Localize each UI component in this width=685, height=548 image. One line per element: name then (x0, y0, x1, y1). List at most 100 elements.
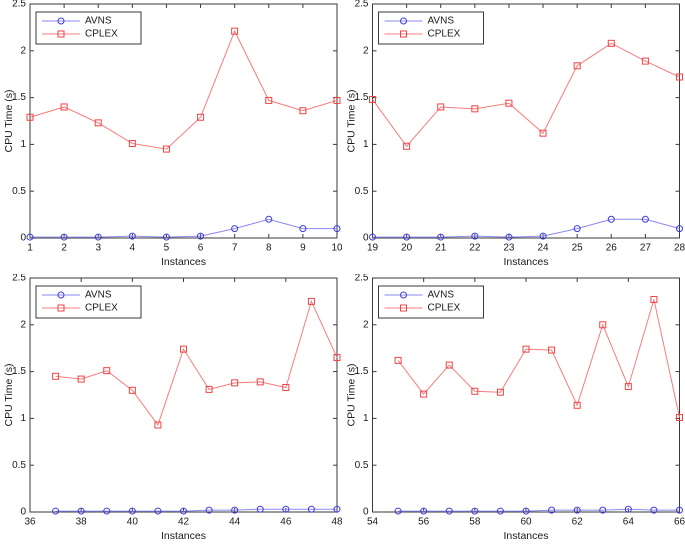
marker-square-cplex (128, 139, 136, 147)
series-line-avns (30, 218, 337, 238)
y-tick-label: 0 (20, 507, 26, 518)
marker-square-cplex (128, 386, 136, 394)
y-tick-label: 0 (363, 233, 369, 244)
marker-square-cplex (197, 113, 205, 121)
marker-square-cplex (599, 321, 607, 329)
y-tick-label: 2.5 (355, 0, 369, 10)
marker-circle-avns (256, 505, 264, 513)
legend-marker-circle (400, 291, 407, 299)
marker-circle-avns (496, 507, 504, 515)
series-line-avns (55, 508, 337, 512)
marker-circle-avns (180, 507, 187, 515)
marker-square-cplex (180, 345, 187, 353)
marker-circle-avns (197, 232, 205, 240)
marker-square-cplex (403, 142, 411, 150)
marker-square-cplex (299, 107, 307, 115)
series-line-avns (372, 218, 680, 238)
marker-circle-avns (522, 507, 530, 515)
marker-circle-avns (445, 507, 453, 515)
y-tick-label: 2.5 (12, 0, 26, 10)
marker-circle-avns (162, 233, 170, 241)
y-tick-label: 1 (363, 139, 369, 150)
marker-circle-avns (333, 505, 341, 513)
marker-circle-avns (420, 507, 428, 515)
legend-marker-square (400, 304, 407, 312)
legend-marker-circle (57, 291, 65, 299)
series-line-cplex (397, 299, 680, 418)
x-tick-label: 44 (229, 516, 241, 527)
x-axis-label: Instances (161, 256, 206, 268)
y-axis-label: CPU Time (s) (3, 90, 15, 153)
legend-label-avns: AVNS (85, 290, 112, 301)
legend-box (378, 11, 484, 45)
x-tick-label: 23 (503, 242, 515, 253)
marker-square-cplex (624, 383, 632, 391)
marker-circle-avns (650, 506, 658, 514)
marker-circle-avns (154, 507, 162, 515)
marker-square-cplex (282, 384, 290, 392)
marker-square-cplex (60, 103, 68, 111)
y-axis-label: CPU Time (s) (345, 90, 357, 153)
legend-marker-square (57, 30, 65, 38)
marker-square-cplex (539, 129, 547, 137)
legend-marker-circle (57, 17, 65, 25)
chart-svg-bottom-left: 36 38 40 42 44 46 48 0 0.5 1 1.5 2 2.5 Instances CPU T… (3, 274, 342, 542)
marker-circle-avns (265, 215, 273, 223)
marker-circle-avns (128, 232, 136, 240)
marker-circle-avns (607, 215, 615, 223)
x-tick-label: 22 (469, 242, 481, 253)
marker-square-cplex (154, 421, 162, 429)
x-tick-label: 21 (435, 242, 447, 253)
marker-square-cplex (369, 95, 376, 103)
x-tick-label: 7 (232, 242, 238, 253)
x-tick-label: 56 (418, 516, 430, 527)
marker-square-cplex (205, 385, 213, 393)
x-tick-label: 24 (537, 242, 549, 253)
marker-circle-avns (539, 232, 547, 240)
legend-box (35, 11, 142, 45)
subplot-top-right: 19 20 21 22 23 24 25 26 27 28 0 0.5 1 1.5 2 2.5 Instance… (342, 0, 685, 274)
marker-circle-avns (548, 506, 556, 514)
x-tick-label: 27 (640, 242, 652, 253)
marker-square-cplex (437, 103, 445, 111)
marker-square-cplex (394, 356, 402, 364)
marker-square-cplex (231, 27, 239, 35)
y-tick-label: 2 (20, 319, 26, 330)
marker-square-cplex (420, 390, 428, 398)
x-tick-label: 28 (674, 242, 685, 253)
marker-square-cplex (265, 96, 273, 104)
x-tick-label: 10 (331, 242, 342, 253)
legend-label-avns: AVNS (428, 290, 455, 301)
legend-label-avns: AVNS (428, 16, 455, 27)
marker-circle-avns (676, 506, 683, 514)
legend-label-cplex: CPLEX (428, 303, 461, 314)
x-tick-label: 36 (24, 516, 36, 527)
marker-square-cplex (548, 346, 556, 354)
marker-circle-avns (471, 507, 479, 515)
legend-label-cplex: CPLEX (428, 29, 461, 40)
marker-square-cplex (256, 378, 264, 386)
x-tick-label: 25 (572, 242, 584, 253)
x-tick-label: 58 (469, 516, 481, 527)
x-tick-label: 54 (367, 516, 379, 527)
marker-circle-avns (77, 507, 85, 515)
y-tick-label: 0.5 (355, 460, 369, 471)
marker-square-cplex (231, 379, 239, 387)
marker-square-cplex (333, 354, 341, 362)
y-tick-label: 1.5 (12, 366, 26, 377)
marker-circle-avns (52, 507, 60, 515)
y-tick-label: 1 (363, 413, 369, 424)
legend-label-avns: AVNS (85, 16, 112, 27)
y-tick-label: 0.5 (12, 186, 26, 197)
y-tick-label: 0.5 (355, 186, 369, 197)
marker-circle-avns (103, 507, 111, 515)
marker-square-cplex (103, 367, 111, 375)
y-tick-label: 1.5 (12, 92, 26, 103)
x-tick-label: 46 (280, 516, 292, 527)
marker-circle-avns (641, 215, 649, 223)
marker-square-cplex (26, 113, 34, 121)
chart-svg-top-left: 1 2 3 4 5 6 7 8 9 10 0 0.5 1 1.5 2 2.5 Instances CPU Time… (3, 0, 342, 268)
y-tick-label: 2 (363, 45, 369, 56)
marker-circle-avns (26, 233, 34, 241)
